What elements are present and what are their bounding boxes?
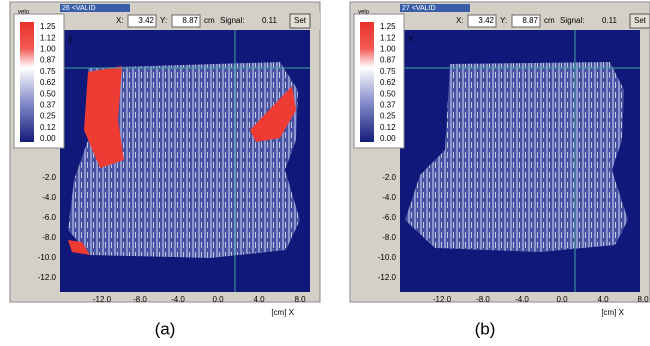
y-tick-label: -12.0 (38, 273, 57, 282)
legend-tick-label: 1.12 (40, 33, 56, 42)
x-field (467, 14, 497, 28)
y-tick-label: -6.0 (42, 213, 56, 222)
panel: 27 <VALID X: 3.42 Y: 8.87 cm Signal: 0.11 Set vel… (349, 1, 650, 338)
x-tick-label: 0.0 (556, 295, 568, 304)
caption: (a) (155, 319, 176, 338)
x-tick-label: 8.0 (637, 295, 649, 304)
high-region (250, 86, 296, 142)
x-tick-label: -12.0 (433, 295, 452, 304)
signal-value: 0.11 (602, 16, 618, 25)
unit: cm (204, 16, 215, 25)
legend-tick-label: 0.25 (380, 112, 396, 121)
colorbar (20, 22, 34, 142)
legend-tick-label: 0.37 (380, 101, 396, 110)
y-label: Y: (160, 16, 167, 25)
x-value: 3.42 (138, 16, 154, 25)
x-tick-label: 4.0 (597, 295, 609, 304)
y-tick-label: -10.0 (378, 253, 397, 262)
signal-label: Signal: (560, 16, 584, 25)
window-title: 27 <VALID (402, 5, 436, 12)
heatmap-region (405, 62, 628, 252)
y-tick-label: -12.0 (378, 273, 397, 282)
x-field (127, 14, 157, 28)
signal-value: 0.11 (262, 16, 278, 25)
x-tick-label: 8.0 (294, 295, 306, 304)
title-strip (400, 4, 470, 12)
toolbar (110, 12, 320, 30)
x-tick-label: -8.0 (133, 295, 147, 304)
x-label: X: (456, 16, 464, 25)
panel: 26 <VALID X: 3.42 Y: 8.87 cm Signal: 0.11 Set vel… (9, 1, 321, 338)
set-button[interactable] (629, 13, 650, 29)
legend-tick-label: 0.12 (40, 123, 56, 132)
legend-title: velo (358, 10, 370, 16)
colorbar (360, 22, 374, 142)
y-value: 8.87 (182, 16, 198, 25)
legend-tick-label: 1.25 (40, 22, 56, 31)
x-axis-label: [cm] X (271, 308, 294, 317)
legend-tick-label: 1.00 (40, 45, 56, 54)
set-button-label: Set (294, 16, 307, 25)
legend-tick-label: 0.75 (380, 67, 396, 76)
legend-tick-label: 0.62 (40, 78, 56, 87)
signal-label: Signal: (220, 16, 244, 25)
toolbar (450, 12, 650, 30)
x-tick-label: -8.0 (476, 295, 490, 304)
legend-tick-label: 1.00 (380, 45, 396, 54)
x-axis-label: [cm] X (601, 308, 624, 317)
set-button[interactable] (289, 13, 311, 29)
x-tick-label: 0.0 (212, 295, 224, 304)
legend-tick-label: 0.25 (40, 112, 56, 121)
legend-tick-label: 1.25 (380, 22, 396, 31)
legend-tick-label: 1.12 (380, 33, 396, 42)
legend-title: velo (18, 10, 30, 16)
y-axis-label: Y (68, 35, 74, 44)
unit: cm (544, 16, 555, 25)
y-label: Y: (500, 16, 507, 25)
set-button-label: Set (634, 16, 647, 25)
x-label: X: (116, 16, 124, 25)
y-axis-label: Y (408, 35, 414, 44)
x-tick-label: -4.0 (515, 295, 529, 304)
legend-tick-label: 0.37 (40, 101, 56, 110)
legend-tick-label: 0.75 (40, 67, 56, 76)
y-tick-label: -2.0 (382, 173, 396, 182)
legend-tick-label: 0.87 (380, 56, 396, 65)
y-field (171, 14, 201, 28)
x-tick-label: 4.0 (253, 295, 265, 304)
y-tick-label: -8.0 (382, 233, 396, 242)
y-field (511, 14, 541, 28)
high-region (68, 240, 90, 255)
x-value: 3.42 (478, 16, 494, 25)
y-tick-label: -6.0 (382, 213, 396, 222)
y-tick-label: -2.0 (42, 173, 56, 182)
title-strip (60, 4, 130, 12)
legend-tick-label: 0.87 (40, 56, 56, 65)
caption: (b) (475, 319, 496, 338)
legend-tick-label: 0.00 (380, 134, 396, 143)
legend-tick-label: 0.00 (40, 134, 56, 143)
y-tick-label: -10.0 (38, 253, 57, 262)
y-tick-label: -8.0 (42, 233, 56, 242)
y-tick-label: -4.0 (382, 193, 396, 202)
x-tick-label: -12.0 (93, 295, 112, 304)
heatmap-region (68, 62, 300, 258)
legend-tick-label: 0.12 (380, 123, 396, 132)
x-tick-label: -4.0 (171, 295, 185, 304)
legend-tick-label: 0.50 (380, 89, 396, 98)
y-tick-label: -4.0 (42, 193, 56, 202)
y-value: 8.87 (522, 16, 538, 25)
legend-tick-label: 0.62 (380, 78, 396, 87)
window-title: 26 <VALID (62, 5, 96, 12)
legend-tick-label: 0.50 (40, 89, 56, 98)
high-region (84, 66, 124, 168)
